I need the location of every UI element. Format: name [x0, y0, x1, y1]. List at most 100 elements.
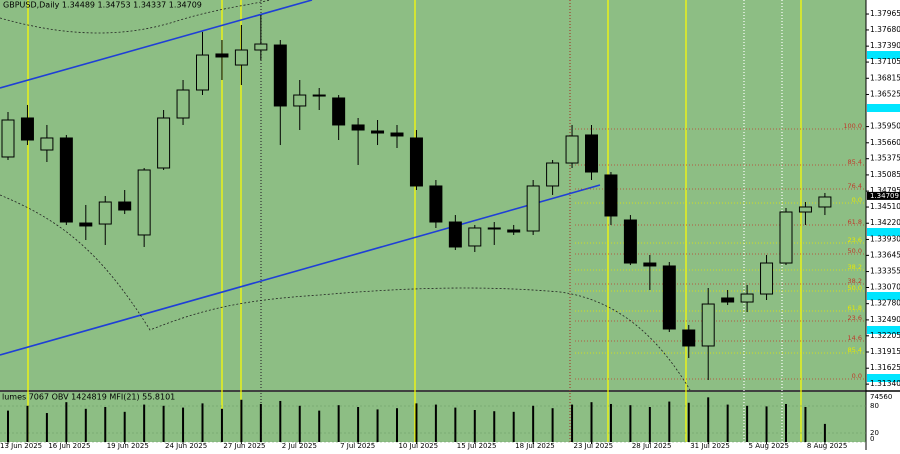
- volume-tick-label: 74560: [870, 393, 892, 401]
- candle-body: [176, 89, 190, 119]
- fib-label: 38.2: [848, 277, 862, 285]
- candle-body: [371, 130, 385, 134]
- candle-body: [254, 43, 268, 51]
- candle-body: [448, 221, 462, 248]
- y-tick-label: 1.32205: [870, 331, 900, 340]
- price-highlights: [867, 51, 900, 382]
- x-tick-label: 15 Jul 2025: [457, 442, 497, 450]
- candle-body: [273, 44, 287, 107]
- fib-label: 76.4: [848, 182, 862, 190]
- candle-body: [79, 222, 93, 227]
- candle-body: [721, 297, 735, 303]
- x-tick-label: 16 Jun 2025: [48, 442, 90, 450]
- candle-body: [682, 329, 696, 347]
- fib-label: 50.0: [848, 284, 862, 292]
- candle-body: [234, 49, 248, 66]
- candle-body: [137, 169, 151, 236]
- fib-label: 85.4: [848, 158, 862, 166]
- y-tick-label: 1.36525: [870, 89, 900, 98]
- fib-label: 38.2: [848, 263, 862, 271]
- fib-label: 14.6: [848, 334, 862, 342]
- candle-body: [409, 137, 423, 187]
- candle-body: [351, 124, 365, 131]
- candle-body: [487, 227, 501, 230]
- x-tick-label: 7 Jul 2025: [340, 442, 375, 450]
- candle-body: [565, 135, 579, 164]
- fib-label: 23.6: [848, 314, 862, 322]
- candle-body: [98, 201, 112, 225]
- x-tick-label: 27 Jun 2025: [223, 442, 265, 450]
- y-tick-label: 1.34795: [870, 186, 900, 195]
- candle-body: [662, 265, 676, 330]
- candle-body: [215, 53, 229, 58]
- candle-body: [585, 134, 598, 173]
- y-tick-label: 1.33070: [870, 282, 900, 291]
- indicator-title: lumes 7067 OBV 1424819 MFI(21) 55.8101: [2, 393, 175, 402]
- x-tick-label: 18 Jul 2025: [515, 442, 555, 450]
- x-tick-label: 2 Jul 2025: [282, 442, 317, 450]
- y-tick-label: 1.31915: [870, 347, 900, 356]
- candle-body: [40, 137, 54, 151]
- x-tick-label: 31 Jul 2025: [690, 442, 730, 450]
- candle-body: [1, 119, 15, 158]
- last-price-label: 1.34709: [870, 192, 899, 200]
- envelope: [0, 0, 691, 391]
- candle-body: [604, 174, 618, 217]
- x-tick-label: 10 Jul 2025: [398, 442, 438, 450]
- y-tick-label: 1.31340: [870, 379, 900, 388]
- candle-body: [643, 262, 657, 267]
- fib-label: 50.0: [848, 247, 862, 255]
- x-tick-label: 24 Jun 2025: [165, 442, 207, 450]
- candle-body: [546, 162, 560, 187]
- x-tick-label: 23 Jul 2025: [574, 442, 614, 450]
- y-tick-label: 1.35660: [870, 138, 900, 147]
- candle-body: [507, 229, 521, 233]
- x-tick-label: 5 Aug 2025: [749, 442, 789, 450]
- trend-lines: [0, 0, 601, 356]
- candle-body: [701, 303, 715, 347]
- fib-label: 0.0: [852, 372, 862, 380]
- y-tick-label: 1.35950: [870, 122, 900, 131]
- candle-body: [429, 185, 443, 223]
- y-tick-label: 1.34510: [870, 202, 900, 211]
- candle-body: [196, 54, 209, 91]
- candle-body: [312, 94, 326, 97]
- fib-label: 61.8: [848, 304, 862, 312]
- candle-body: [740, 293, 754, 303]
- x-tick-label: 13 Jun 2025: [0, 442, 42, 450]
- y-tick-label: 1.34220: [870, 218, 900, 227]
- fib-label: 61.8: [848, 218, 862, 226]
- indicator-tick-label: 0: [870, 435, 874, 443]
- candle-body: [623, 219, 637, 264]
- time-axis: [0, 442, 866, 450]
- candle-body: [332, 97, 346, 126]
- candle-body: [818, 196, 832, 208]
- x-tick-label: 28 Jul 2025: [632, 442, 672, 450]
- y-tick-label: 1.33645: [870, 250, 900, 259]
- candle-body: [390, 132, 404, 137]
- y-tick-label: 1.31625: [870, 363, 900, 372]
- candle-body: [118, 201, 132, 211]
- candle-body: [59, 137, 73, 223]
- candle-body: [20, 117, 34, 141]
- y-tick-label: 1.37390: [870, 41, 900, 50]
- y-tick-label: 1.32490: [870, 315, 900, 324]
- x-tick-label: 8 Aug 2025: [807, 442, 847, 450]
- last-price-box: [867, 191, 900, 200]
- y-tick-label: 1.36815: [870, 73, 900, 82]
- x-tick-label: 19 Jun 2025: [107, 442, 149, 450]
- indicator-tick-label: 80: [870, 402, 879, 410]
- fib-label: 100.0: [843, 122, 862, 130]
- y-tick-label: 1.35085: [870, 170, 900, 179]
- indicator-tick-label: 20: [870, 429, 879, 437]
- y-tick-label: 1.33355: [870, 267, 900, 276]
- y-tick-label: 1.33930: [870, 234, 900, 243]
- fib-label: 23.6: [848, 236, 862, 244]
- candle-body: [157, 117, 171, 169]
- candle-body: [760, 262, 774, 295]
- y-tick-label: 1.37105: [870, 57, 900, 66]
- chart-title: GBPUSD,Daily 1.34489 1.34753 1.34337 1.3…: [3, 1, 202, 10]
- y-tick-label: 1.35375: [870, 154, 900, 163]
- y-tick-label: 1.37680: [870, 25, 900, 34]
